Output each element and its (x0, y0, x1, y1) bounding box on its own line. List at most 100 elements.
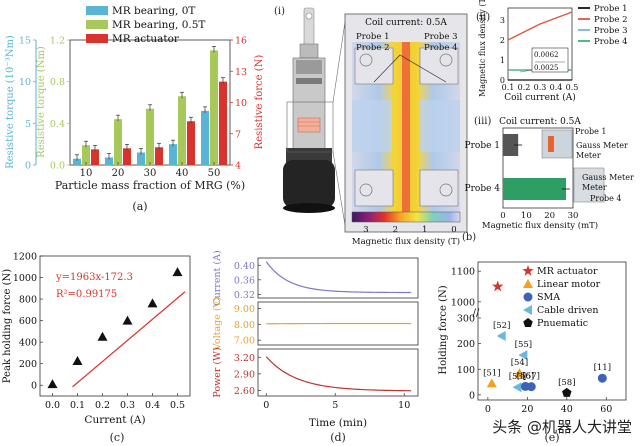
panel-a-xlabel: Particle mass fraction of MRG (%) (55, 179, 245, 192)
iii-ann-gauss1: Gauss Meter (576, 141, 628, 150)
bar-2-1 (123, 148, 131, 165)
bar-2-2 (155, 147, 163, 165)
c-point-0 (47, 379, 58, 389)
a-ytick-label: 13 (235, 67, 247, 78)
d-ylabel-2: Power (W) (212, 347, 223, 397)
bar-0-4 (201, 110, 209, 165)
panel-a-axis-blue: 0 5 10 15 (19, 36, 37, 172)
probe-photo-1 (541, 129, 573, 159)
d-ytick-label: 2.60 (234, 386, 255, 397)
e-ytick-label: 0 (469, 390, 475, 401)
e-point-9 (597, 373, 607, 383)
iii-ann-gauss2: Gauss Meter (582, 173, 634, 182)
bar-1-0 (82, 145, 90, 165)
e-ytick-label: 200 (457, 339, 475, 350)
iii-ann-probe1: Probe 1 (575, 127, 607, 136)
ii-legend-label-1: Probe 2 (594, 15, 627, 25)
panel-a-label: (a) (132, 200, 147, 213)
d-ytick-label: 0.40 (234, 261, 255, 272)
d-ylabel-1: Voltage (V) (212, 297, 223, 351)
bar-2-3 (187, 121, 195, 165)
e-ytick-label: 300 (457, 314, 475, 325)
e-legend-marker-4 (523, 318, 533, 328)
c-ytick-label: 1000 (13, 273, 37, 284)
a-xtick-label: 50 (208, 168, 221, 179)
d-ylabel-0: Current (A) (212, 250, 223, 305)
colorbar-label: Magnetic flux density (T) (352, 236, 460, 247)
a-ytick-label: 5 (25, 119, 31, 130)
e-legend-label-3: Cable driven (537, 305, 598, 316)
c-point-1 (72, 356, 83, 365)
panel-a-ylabel-blue: Resistive torque (10⁻³Nm) (5, 35, 16, 169)
e-point-3 (514, 368, 525, 378)
c-point-2 (97, 331, 108, 341)
coil-current-label: Coil current: 0.5A (365, 18, 447, 28)
panel-b-label: (b) (462, 232, 476, 243)
c-xtick-label: 0.0 (45, 400, 60, 411)
e-legend-marker-3 (523, 305, 532, 315)
d-frame-1 (257, 301, 419, 346)
e-point-5 (512, 382, 522, 393)
inset-value-2: 0.0025 (534, 64, 559, 72)
a-ytick-label: 7 (235, 129, 241, 140)
iii-ann-probe4: Probe 4 (590, 194, 622, 203)
bar-0-2 (137, 152, 145, 165)
d-xtick-label: 5 (332, 400, 338, 411)
panel-e-ylabel: Holding force (N) (438, 285, 449, 374)
e-point-ref-3: [54] (511, 358, 528, 368)
panel-c-label: (c) (110, 431, 125, 444)
probe-1-label: Probe 1 (356, 32, 389, 42)
panel-e-points: [52] [55] [54] [51] [53][56][57] [58] [11] (483, 280, 611, 397)
colorbar-tick: 3 (363, 225, 368, 235)
ii-xtick: 0.2 (518, 83, 531, 92)
c-xtick-label: 0.5 (170, 400, 185, 411)
panel-iii-xlabel: Magnetic flux density (mT) (482, 220, 598, 231)
panel-iii-label: (iii) (474, 116, 491, 127)
e-legend-marker-0 (522, 265, 534, 276)
panel-c-xlabel: Current (A) (84, 414, 145, 426)
c-xtick-label: 0.2 (95, 400, 110, 411)
bar-2-4 (219, 81, 227, 165)
d-ytick-label: 8.00 (234, 320, 255, 331)
d-ytick-label: 3.20 (234, 353, 255, 364)
e-ytick-label: 100 (457, 365, 475, 376)
panel-b: (i) (274, 6, 476, 247)
panel-c-frame (39, 255, 191, 397)
e-legend-label-0: MR actuator (537, 266, 598, 277)
ii-xtick: 0.3 (534, 83, 547, 92)
ii-xtick: 0.1 (502, 83, 515, 92)
e-point-8 (562, 387, 572, 397)
e-xtick-label: 60 (600, 404, 612, 415)
iii-xtick: 10 (521, 211, 532, 221)
e-ytick-label: 1000 (451, 297, 475, 308)
c-point-5 (172, 267, 183, 277)
probe-4-label: Probe 4 (424, 43, 457, 53)
d-ytick-label: 0.32 (234, 290, 255, 301)
cross-section-simulation: Coil current: 0.5A Probe 1 Probe 3 Probe… (344, 13, 468, 233)
d-xtick-label: 0 (263, 400, 269, 411)
ii-ytick: 1 (500, 56, 505, 65)
e-point-ref-6: [56] (517, 371, 534, 381)
c-point-4 (147, 298, 158, 308)
c-ytick-label: 1200 (13, 252, 37, 263)
legend-label-0: MR bearing, 0T (112, 5, 195, 17)
panel-a-axis-green: 0.0 0.4 0.8 1.2 (50, 36, 70, 172)
e-xtick-label: 0 (485, 404, 491, 415)
bar-0-0 (73, 158, 81, 165)
iii-xtick: 0 (500, 211, 505, 221)
panel-ii-ylabel: Magnetic flux density (T) (478, 0, 487, 97)
legend-label-2: MR actuator (112, 33, 180, 45)
c-ytick-label: 600 (19, 316, 37, 327)
panel-iii-frame (502, 127, 574, 209)
panel-c-ylabel: Peak holding force (N) (2, 269, 13, 384)
e-legend-marker-1 (523, 279, 533, 288)
d-xtick-label: 10 (398, 400, 410, 411)
panel-e: 0 100 200 300 1000 1100 0 20 40 60 // [52] [55] [54]… (438, 261, 627, 444)
a-ytick-label: 0 (25, 161, 31, 172)
ii-legend-label-2: Probe 3 (594, 26, 627, 36)
ii-ytick: 0 (500, 76, 505, 85)
d-series-0 (265, 261, 412, 294)
bar-0-3 (169, 144, 177, 165)
iii-bar-0 (503, 134, 519, 156)
